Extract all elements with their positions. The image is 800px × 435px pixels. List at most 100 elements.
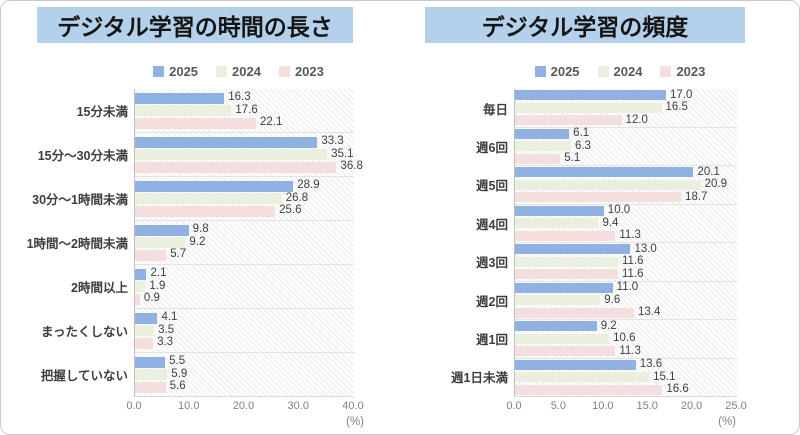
- data-label: 9.4: [602, 216, 619, 229]
- category-label: 2時間以上: [71, 280, 128, 295]
- legend-swatch-icon: [597, 65, 609, 77]
- bar-group: 9.8 9.2 5.7: [135, 221, 354, 265]
- data-label: 16.6: [666, 383, 689, 395]
- axis-tick-label: 5.0: [550, 400, 567, 412]
- unit-label-frequency: (%): [718, 416, 736, 428]
- data-label: 6.3: [574, 139, 591, 152]
- chart-title-frequency: デジタル学習の頻度: [425, 7, 745, 43]
- data-label: 10.6: [613, 332, 636, 344]
- data-label: 3.3: [157, 336, 174, 349]
- data-label: 13.4: [637, 306, 661, 318]
- bar-2025: [135, 92, 225, 104]
- bar-group: 10.0 9.4 11.3: [515, 204, 737, 243]
- bar-row: 13.6: [515, 358, 737, 371]
- bar-row: 1.9: [135, 280, 354, 293]
- bar-2025: [515, 282, 613, 293]
- bar-2025: [515, 359, 636, 370]
- bar-2025: [135, 136, 318, 148]
- bar-2024: [515, 256, 618, 267]
- bar-2024: [515, 102, 662, 113]
- bar-2023: [515, 269, 618, 280]
- bar-2024: [515, 141, 571, 152]
- legend-swatch-icon: [660, 65, 672, 77]
- bar-2024: [135, 105, 232, 116]
- axis-tick-label: 20.0: [232, 400, 255, 412]
- bar-row: 12.0: [515, 114, 737, 127]
- data-label: 13.0: [634, 242, 657, 255]
- legend-swatch-icon: [534, 65, 546, 77]
- data-label: 35.1: [331, 147, 354, 160]
- data-label: 10.0: [607, 204, 631, 216]
- category-label: 30分～1時間未満: [32, 193, 128, 208]
- data-label: 2.1: [150, 267, 167, 280]
- category-label: 週1日未満: [451, 371, 508, 386]
- category-label: 毎日: [482, 102, 508, 117]
- bar-group: 9.2 10.6 11.3: [515, 320, 737, 359]
- bar-row: 4.1: [135, 312, 354, 324]
- bar-row: 5.7: [135, 249, 354, 261]
- plot-area-frequency: 17.0 16.5 12.0 6.1 6.3 5.1 20.1 20.9 18.7 10.0 9.4…: [514, 89, 737, 397]
- data-label: 20.9: [704, 178, 727, 190]
- data-label: 5.9: [171, 367, 188, 380]
- category-label: 週1回: [476, 332, 508, 347]
- bar-row: 25.6: [135, 205, 354, 217]
- bar-row: 5.6: [135, 381, 354, 393]
- bar-2024: [135, 193, 282, 204]
- bar-row: 20.1: [515, 165, 737, 179]
- bar-2025: [515, 90, 666, 101]
- data-label: 20.1: [697, 165, 720, 178]
- legend-swatch-icon: [278, 65, 290, 77]
- bar-2024: [515, 333, 610, 344]
- value-axis-frequency: 0.0 5.0 10.0 15.0 20.0 25.0: [506, 400, 746, 413]
- chart-panel-duration: デジタル学習の時間の長さ 2025 2024 2023 15分未満 15分～30分未満…: [1, 1, 401, 434]
- legend-duration: 2025 2024 2023: [124, 62, 353, 80]
- bar-2023: [135, 205, 276, 217]
- category-label: まったくしない: [40, 324, 128, 339]
- legend-label: 2024: [232, 63, 261, 79]
- bar-row: 13.4: [515, 306, 737, 319]
- bar-row: 3.5: [135, 323, 354, 337]
- bar-row: 28.9: [135, 180, 354, 192]
- axis-tick-label: 25.0: [725, 400, 747, 412]
- bar-group: 13.0 11.6 11.6: [515, 243, 737, 282]
- legend-item-2024: 2024: [597, 64, 642, 79]
- bar-2023: [135, 249, 167, 261]
- bar-group: 20.1 20.9 18.7: [515, 166, 737, 205]
- data-label: 9.2: [189, 235, 206, 248]
- bar-group: 11.0 9.6 13.4: [515, 281, 737, 320]
- bar-row: 2.1: [135, 268, 354, 280]
- axis-tick-label: 0.0: [506, 400, 522, 412]
- unit-label-duration: (%): [346, 416, 364, 428]
- category-label: 週3回: [476, 256, 508, 271]
- data-label: 15.1: [653, 370, 676, 383]
- bar-group: 16.3 17.6 22.1: [135, 89, 354, 133]
- bar-row: 36.8: [135, 161, 363, 173]
- data-label: 16.5: [665, 101, 688, 113]
- bar-row: 20.9: [515, 178, 737, 191]
- bar-row: 9.4: [515, 216, 737, 230]
- data-label: 9.6: [604, 293, 621, 306]
- legend-swatch-icon: [216, 65, 228, 77]
- chart-title-duration: デジタル学習の時間の長さ: [37, 7, 353, 43]
- axis-tick-label: 10.0: [178, 400, 200, 412]
- bar-row: 11.3: [515, 229, 737, 242]
- bar-row: 9.8: [135, 224, 354, 236]
- bar-row: 9.2: [515, 320, 737, 333]
- bar-2024: [135, 237, 186, 248]
- category-label: 週6回: [476, 141, 508, 156]
- bar-2024: [135, 325, 155, 336]
- bar-row: 22.1: [135, 117, 354, 129]
- data-label: 3.5: [158, 323, 175, 336]
- legend-item-2025: 2025: [153, 64, 198, 79]
- bar-row: 11.3: [515, 345, 737, 358]
- bar-row: 0.9: [135, 293, 354, 305]
- legend-item-2023: 2023: [660, 64, 705, 79]
- bar-2025: [515, 205, 604, 216]
- legend-frequency: 2025 2024 2023: [504, 62, 736, 80]
- bar-2024: [515, 295, 601, 306]
- bar-row: 9.2: [135, 235, 354, 249]
- bar-2023: [135, 293, 140, 305]
- legend-label: 2023: [294, 63, 324, 79]
- bar-group: 33.3 35.1 36.8: [135, 133, 363, 177]
